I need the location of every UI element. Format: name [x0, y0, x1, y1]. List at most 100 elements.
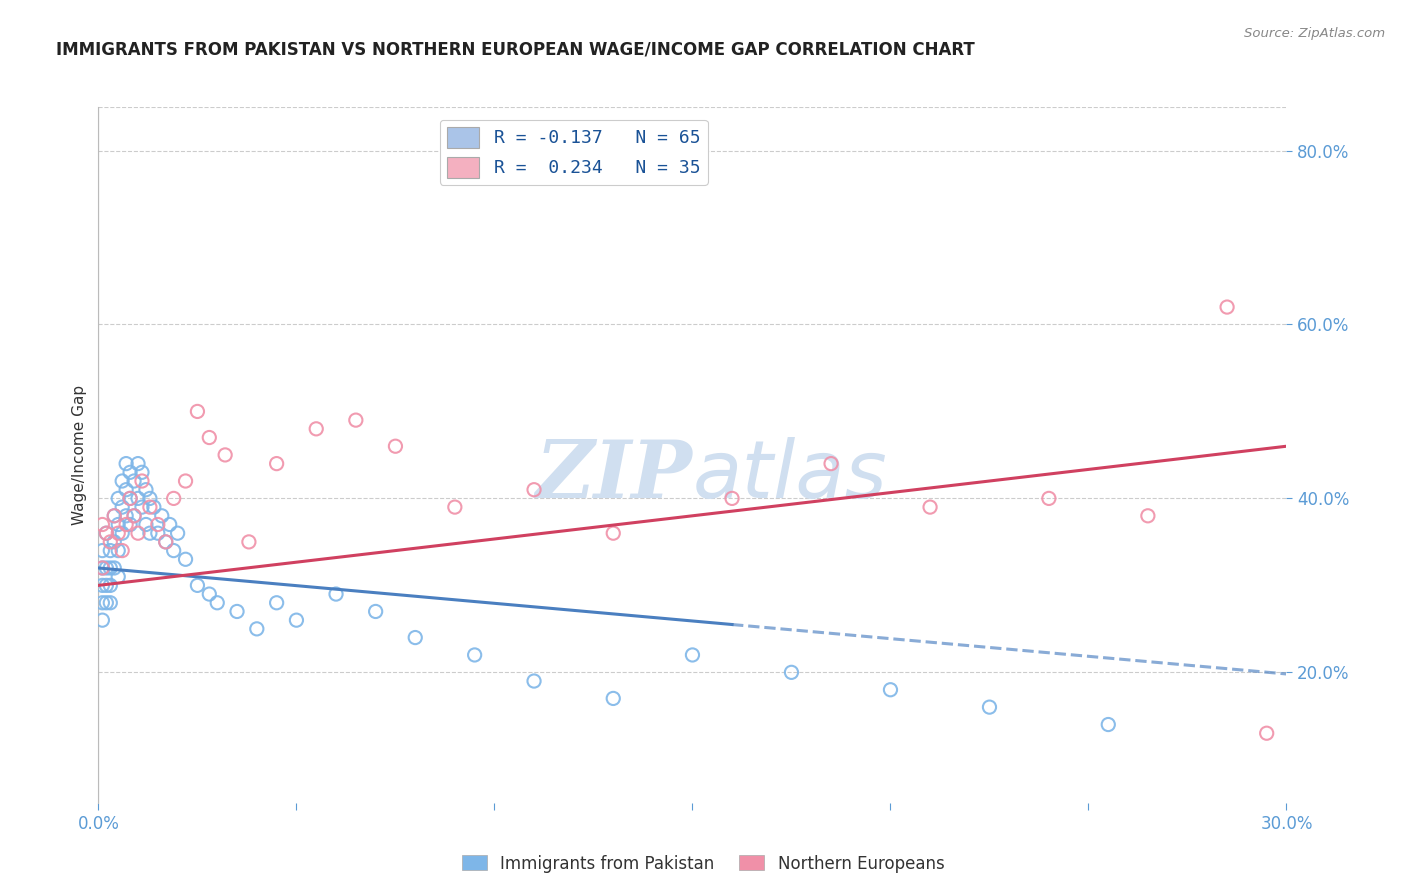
Point: [879, 682, 901, 697]
Y-axis label: Wage/Income Gap: Wage/Income Gap: [72, 384, 87, 525]
Point: [979, 700, 1001, 714]
Point: [523, 483, 546, 497]
Point: [602, 526, 624, 541]
Point: [107, 570, 129, 584]
Point: [107, 491, 129, 506]
Point: [523, 674, 546, 689]
Point: [131, 500, 153, 514]
Point: [91, 613, 114, 627]
Point: [91, 578, 114, 592]
Point: [127, 457, 149, 471]
Point: [1216, 300, 1239, 314]
Point: [115, 457, 138, 471]
Point: [139, 500, 162, 514]
Point: [207, 596, 229, 610]
Point: [115, 517, 138, 532]
Point: [344, 413, 367, 427]
Point: [139, 491, 162, 506]
Point: [163, 543, 186, 558]
Point: [682, 648, 704, 662]
Point: [120, 517, 142, 532]
Point: [325, 587, 347, 601]
Point: [98, 561, 121, 575]
Point: [186, 404, 208, 418]
Point: [146, 517, 169, 532]
Point: [1256, 726, 1278, 740]
Point: [103, 561, 125, 575]
Point: [602, 691, 624, 706]
Point: [920, 500, 942, 514]
Point: [98, 543, 121, 558]
Point: [174, 474, 197, 488]
Point: [120, 466, 142, 480]
Point: [98, 578, 121, 592]
Point: [91, 517, 114, 532]
Point: [91, 561, 114, 575]
Point: [111, 500, 134, 514]
Point: [111, 543, 134, 558]
Point: [91, 561, 114, 575]
Point: [155, 534, 177, 549]
Point: [174, 552, 197, 566]
Point: [131, 474, 153, 488]
Text: Source: ZipAtlas.com: Source: ZipAtlas.com: [1244, 27, 1385, 40]
Point: [1038, 491, 1060, 506]
Point: [266, 457, 288, 471]
Point: [122, 474, 145, 488]
Point: [721, 491, 744, 506]
Point: [159, 517, 181, 532]
Point: [96, 596, 118, 610]
Point: [163, 491, 186, 506]
Point: [150, 508, 173, 523]
Point: [139, 526, 162, 541]
Point: [146, 526, 169, 541]
Point: [186, 578, 208, 592]
Point: [238, 534, 260, 549]
Point: [226, 605, 249, 619]
Point: [135, 517, 157, 532]
Point: [122, 508, 145, 523]
Point: [107, 543, 129, 558]
Point: [404, 631, 426, 645]
Text: atlas: atlas: [693, 437, 887, 515]
Point: [96, 578, 118, 592]
Point: [214, 448, 236, 462]
Point: [142, 500, 165, 514]
Point: [131, 466, 153, 480]
Point: [364, 605, 387, 619]
Point: [198, 587, 221, 601]
Point: [103, 508, 125, 523]
Point: [464, 648, 486, 662]
Point: [820, 457, 842, 471]
Point: [98, 534, 121, 549]
Text: IMMIGRANTS FROM PAKISTAN VS NORTHERN EUROPEAN WAGE/INCOME GAP CORRELATION CHART: IMMIGRANTS FROM PAKISTAN VS NORTHERN EUR…: [56, 40, 974, 58]
Point: [96, 526, 118, 541]
Point: [127, 491, 149, 506]
Point: [155, 534, 177, 549]
Point: [96, 561, 118, 575]
Point: [103, 534, 125, 549]
Legend: R = -0.137   N = 65, R =  0.234   N = 35: R = -0.137 N = 65, R = 0.234 N = 35: [440, 120, 707, 185]
Point: [103, 508, 125, 523]
Point: [285, 613, 308, 627]
Point: [115, 508, 138, 523]
Point: [780, 665, 803, 680]
Point: [1097, 717, 1119, 731]
Point: [444, 500, 467, 514]
Point: [246, 622, 269, 636]
Point: [122, 508, 145, 523]
Point: [166, 526, 188, 541]
Point: [107, 526, 129, 541]
Point: [1136, 508, 1159, 523]
Text: ZIP: ZIP: [536, 437, 693, 515]
Point: [127, 526, 149, 541]
Point: [120, 491, 142, 506]
Point: [107, 517, 129, 532]
Point: [120, 491, 142, 506]
Point: [91, 596, 114, 610]
Legend: Immigrants from Pakistan, Northern Europeans: Immigrants from Pakistan, Northern Europ…: [456, 848, 950, 880]
Point: [91, 543, 114, 558]
Point: [198, 430, 221, 444]
Point: [135, 483, 157, 497]
Point: [96, 526, 118, 541]
